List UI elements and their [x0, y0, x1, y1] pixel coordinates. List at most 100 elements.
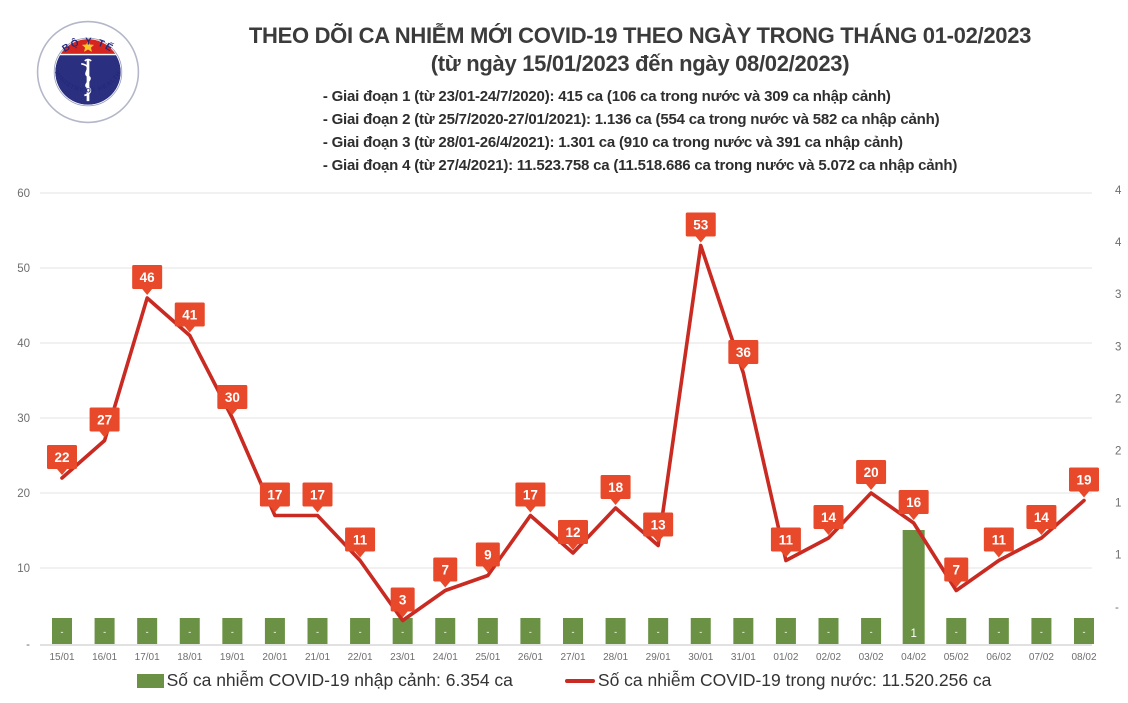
imported-bar — [648, 618, 669, 644]
moh-logo: BỘ Y TẾ MINISTRY OF HEALTH — [36, 20, 140, 124]
data-label-box — [643, 512, 674, 537]
data-label-box — [685, 212, 716, 237]
x-axis-tick: 01/02 — [773, 652, 798, 663]
imported-bar-label: - — [188, 627, 191, 637]
imported-bar — [902, 530, 925, 644]
imported-bar-label: 1 — [910, 628, 916, 640]
data-label-value: 13 — [651, 517, 667, 532]
data-label-box — [983, 527, 1014, 552]
x-axis-tick: 27/01 — [560, 652, 585, 663]
imported-bar-label: - — [827, 627, 830, 637]
x-axis-tick: 22/01 — [348, 652, 373, 663]
data-label-box — [944, 557, 969, 582]
x-axis-tick: 21/01 — [305, 652, 330, 663]
imported-bar — [435, 618, 456, 644]
imported-bar-label: - — [146, 627, 149, 637]
rod-of-asclepius-icon — [81, 58, 92, 102]
data-label-value: 18 — [608, 480, 624, 495]
x-axis-tick: 05/02 — [944, 652, 969, 663]
data-label-value: 11 — [353, 532, 368, 547]
left-axis-tick: 10 — [17, 563, 30, 575]
right-axis-tick: 2 — [1115, 393, 1121, 405]
legend-line-swatch-icon — [564, 678, 595, 683]
right-axis-tick: - — [1115, 602, 1119, 614]
imported-bar — [775, 618, 796, 644]
logo-inner-ring — [53, 37, 123, 107]
x-axis-tick: 26/01 — [518, 652, 543, 663]
data-label-value: 53 — [693, 217, 709, 232]
x-axis-tick: 02/02 — [816, 652, 841, 663]
data-label-box — [259, 482, 290, 507]
legend-domestic-label: Số ca nhiễm COVID-19 trong nước: 11.520.… — [597, 670, 992, 690]
data-label-box — [132, 265, 163, 289]
imported-bar-label: - — [1083, 627, 1086, 637]
imported-bar-label: - — [273, 627, 276, 637]
data-label-value: 17 — [523, 487, 538, 502]
left-axis-tick: 40 — [17, 338, 30, 350]
data-label-value: 46 — [140, 270, 156, 285]
imported-bar-label: - — [657, 627, 660, 637]
imported-bar-label: - — [359, 627, 362, 637]
imported-bar — [52, 618, 72, 644]
imported-bar-label: - — [997, 627, 1000, 637]
data-label-box — [475, 542, 500, 567]
imported-bar-label: - — [444, 627, 447, 637]
x-axis-tick: 30/01 — [688, 652, 713, 663]
right-axis-tick: 3 — [1115, 341, 1121, 353]
imported-bar-label: - — [955, 627, 958, 637]
imported-bar-label: - — [231, 627, 234, 637]
imported-bar-label: - — [401, 627, 404, 637]
data-label-box — [813, 505, 844, 529]
data-label-value: 9 — [484, 547, 492, 562]
imported-bar-label: - — [61, 627, 64, 637]
imported-bar — [690, 618, 711, 644]
x-axis-tick: 24/01 — [433, 652, 458, 663]
data-labels: 22 27 46 41 30 17 17 11 3 7 9 17 12 18 13 53 36 11 14 20 16 7… — [47, 212, 1099, 618]
imported-bar-label: - — [742, 627, 745, 637]
data-label-value: 7 — [441, 562, 449, 577]
right-axis: 4 4 3 3 2 2 1 1 - — [1115, 185, 1122, 614]
x-axis-labels: 15/01 16/01 17/01 18/01 19/01 20/01 21/01 22/01… — [49, 652, 1096, 663]
imported-bar — [988, 618, 1009, 644]
x-axis-tick: 07/02 — [1029, 652, 1054, 663]
right-axis-tick: 3 — [1115, 289, 1121, 301]
imported-bar-label: - — [572, 627, 575, 637]
data-label-value: 27 — [97, 412, 112, 427]
phase-note-3: - Giai đoạn 3 (từ 28/01-26/4/2021): 1.30… — [322, 134, 903, 151]
domestic-cases-line — [60, 243, 1086, 623]
imported-bar — [264, 618, 285, 644]
data-label-value: 41 — [182, 307, 198, 322]
x-axis-tick: 15/01 — [49, 652, 74, 663]
data-label-box — [433, 557, 458, 582]
data-label-box — [217, 385, 248, 409]
data-label-box — [47, 445, 77, 469]
imported-bar — [222, 618, 243, 644]
imported-bar — [733, 618, 754, 644]
data-label-value: 17 — [310, 487, 325, 502]
imported-bar — [605, 618, 626, 644]
data-label-box — [345, 527, 376, 552]
data-label-value: 14 — [821, 510, 837, 525]
right-axis-tick: 4 — [1115, 237, 1122, 249]
data-label-value: 14 — [1034, 510, 1050, 525]
imported-bar — [520, 618, 541, 644]
imported-bar — [477, 618, 498, 644]
data-label-value: 16 — [906, 495, 922, 510]
gridlines: 60 50 40 30 20 10 - — [17, 188, 1092, 651]
left-axis-tick: 50 — [17, 263, 30, 275]
legend-item-domestic: Số ca nhiễm COVID-19 trong nước: 11.520.… — [564, 670, 992, 691]
imported-bar — [94, 618, 115, 644]
data-label-value: 20 — [864, 465, 879, 480]
phase-note-1: - Giai đoạn 1 (từ 23/01-24/7/2020): 415 … — [322, 88, 891, 105]
data-label-box — [770, 527, 801, 552]
data-label-value: 22 — [54, 450, 69, 465]
legend-bar-swatch-icon — [136, 673, 164, 688]
x-axis-tick: 17/01 — [135, 652, 160, 663]
imported-bar-label: - — [614, 627, 617, 637]
chart-subtitle: (từ ngày 15/01/2023 đến ngày 08/02/2023) — [430, 51, 850, 76]
data-label-box — [898, 490, 929, 514]
data-label-value: 12 — [565, 525, 580, 540]
x-axis-tick: 08/02 — [1071, 652, 1096, 663]
imported-bar-label: - — [870, 627, 873, 637]
